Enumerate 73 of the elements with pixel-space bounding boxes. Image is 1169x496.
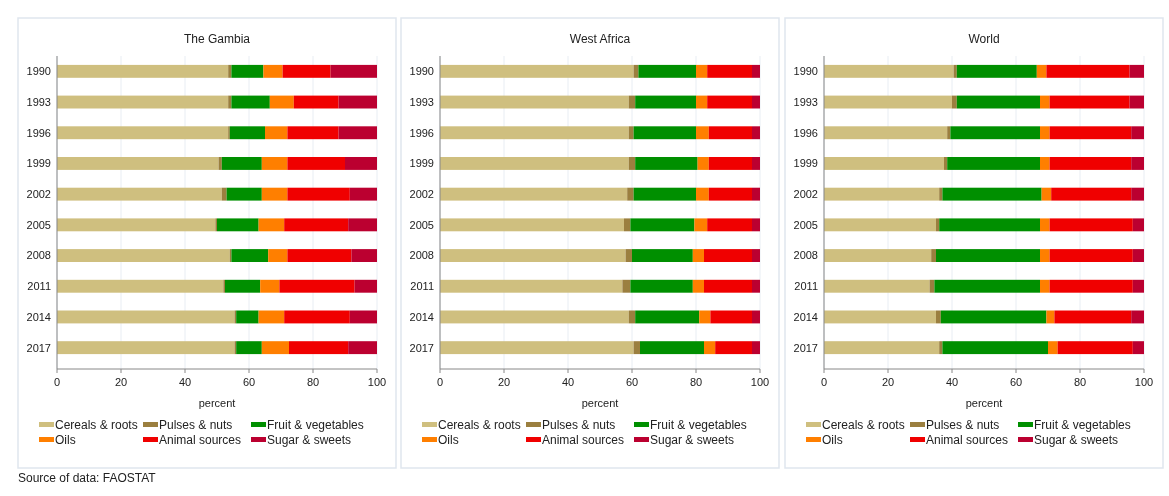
x-tick-label: 80 xyxy=(1073,376,1087,388)
y-tick-label: 1996 xyxy=(409,126,434,139)
y-tick-label: 1990 xyxy=(26,65,51,78)
legend-label: Sugar & sweets xyxy=(1034,433,1119,448)
legend-label: Oils xyxy=(55,433,76,448)
y-tick-label: 2017 xyxy=(26,341,51,354)
x-tick-label: 100 xyxy=(1134,376,1154,388)
y-tick-label: 1996 xyxy=(793,126,818,139)
y-tick-label: 2017 xyxy=(793,341,818,354)
x-tick-label: 40 xyxy=(561,376,575,388)
legend-label: Fruit & vegetables xyxy=(267,418,364,433)
x-tick-label: 20 xyxy=(881,376,895,388)
y-tick-label: 2002 xyxy=(409,188,434,200)
legend-label: Animal sources xyxy=(159,433,242,448)
legend-label: Oils xyxy=(822,433,843,448)
x-tick-label: 0 xyxy=(53,376,61,388)
x-tick-label: 100 xyxy=(367,376,387,388)
x-tick-label: 60 xyxy=(625,376,639,388)
legend-label: Cereals & roots xyxy=(55,418,138,433)
y-tick-label: 2011 xyxy=(410,280,434,293)
x-axis-title: percent xyxy=(965,397,1003,409)
legend-label: Pulses & nuts xyxy=(542,418,616,433)
y-tick-label: 2008 xyxy=(26,249,51,262)
y-tick-label: 1999 xyxy=(26,157,51,170)
y-tick-label: 1990 xyxy=(409,65,434,78)
legend-label: Cereals & roots xyxy=(822,418,905,433)
legend-label: Pulses & nuts xyxy=(926,418,1000,433)
legend-label: Sugar & sweets xyxy=(267,433,352,448)
legend-label: Fruit & vegetables xyxy=(650,418,747,433)
x-tick-label: 60 xyxy=(1009,376,1023,388)
legend-label: Sugar & sweets xyxy=(650,433,735,448)
x-axis-title: percent xyxy=(581,397,619,409)
legend-label: Pulses & nuts xyxy=(159,418,233,433)
y-tick-label: 2002 xyxy=(793,188,818,200)
y-tick-label: 1993 xyxy=(26,95,51,108)
y-tick-label: 2011 xyxy=(794,280,818,293)
y-tick-label: 1993 xyxy=(793,95,818,108)
y-tick-label: 2014 xyxy=(793,310,818,323)
y-tick-label: 1996 xyxy=(26,126,51,139)
x-tick-label: 0 xyxy=(436,376,444,388)
y-tick-label: 2017 xyxy=(409,341,434,354)
y-tick-label: 2008 xyxy=(793,249,818,262)
y-tick-label: 2011 xyxy=(27,280,51,293)
x-tick-label: 80 xyxy=(306,376,320,388)
y-tick-label: 2014 xyxy=(26,310,51,323)
chart-title: World xyxy=(968,32,1000,46)
legend-label: Cereals & roots xyxy=(438,418,521,433)
x-tick-label: 20 xyxy=(114,376,128,388)
y-tick-label: 2002 xyxy=(26,188,51,200)
legend-label: Fruit & vegetables xyxy=(1034,418,1131,433)
x-tick-label: 80 xyxy=(689,376,703,388)
y-tick-label: 2005 xyxy=(793,218,818,231)
source-note: Source of data: FAOSTAT xyxy=(18,471,157,485)
x-tick-label: 20 xyxy=(497,376,511,388)
x-tick-label: 0 xyxy=(820,376,828,388)
x-tick-label: 60 xyxy=(242,376,256,388)
y-tick-label: 2005 xyxy=(409,218,434,231)
x-tick-label: 40 xyxy=(945,376,959,388)
y-tick-label: 1990 xyxy=(793,65,818,78)
chart-title: West Africa xyxy=(569,32,631,46)
x-tick-label: 100 xyxy=(750,376,770,388)
legend-label: Animal sources xyxy=(542,433,625,448)
y-tick-label: 1999 xyxy=(793,157,818,170)
legend-label: Oils xyxy=(438,433,459,448)
x-tick-label: 40 xyxy=(178,376,192,388)
y-tick-label: 2005 xyxy=(26,218,51,231)
y-tick-label: 1999 xyxy=(409,157,434,170)
y-tick-label: 1993 xyxy=(409,95,434,108)
y-tick-label: 2008 xyxy=(409,249,434,262)
chart-title: The Gambia xyxy=(183,32,251,46)
legend-label: Animal sources xyxy=(926,433,1009,448)
x-axis-title: percent xyxy=(198,397,236,409)
y-tick-label: 2014 xyxy=(409,310,434,323)
